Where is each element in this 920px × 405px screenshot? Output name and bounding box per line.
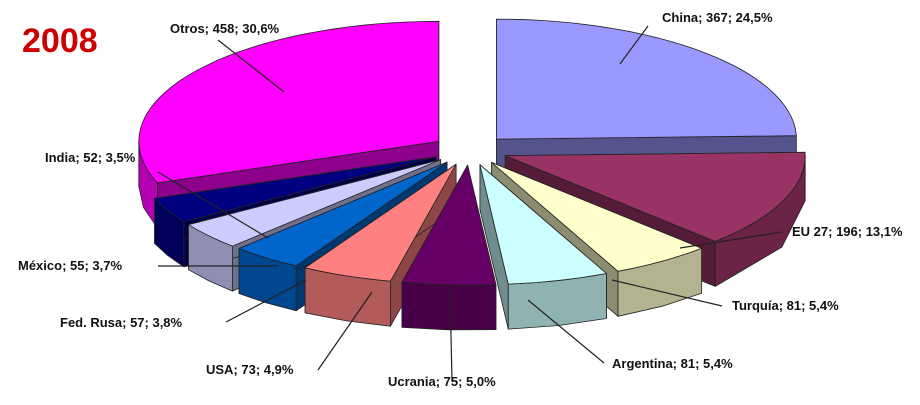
pie-slices [138, 18, 806, 331]
leader-line [619, 25, 649, 65]
chart-title: 2008 [22, 22, 98, 60]
leader-line [225, 279, 307, 323]
leader-line [449, 289, 453, 382]
slice-top-face [188, 159, 442, 247]
data-label-china: China; 367; 24,5% [662, 10, 773, 25]
slice-top-face [479, 164, 607, 285]
slice-top-face [491, 162, 702, 272]
slice-top-face [504, 151, 806, 242]
data-label-turqu-a: Turquía; 81; 5,4% [732, 298, 839, 313]
slice-top-face [238, 161, 448, 267]
slice-outer-wall [401, 281, 497, 331]
leader-line [157, 171, 269, 239]
slice-top-face [401, 164, 497, 286]
slice-top-face [138, 20, 440, 184]
slice-top-face [496, 18, 797, 140]
data-label-otros: Otros; 458; 30,6% [170, 21, 280, 36]
data-label-usa: USA; 73; 4,9% [206, 362, 294, 377]
data-label-eu-27: EU 27; 196; 13,1% [792, 224, 903, 239]
data-label-ucrania: Ucrania; 75; 5,0% [388, 374, 496, 389]
slice-top-face [154, 156, 437, 223]
data-label-m-xico: México; 55; 3,7% [18, 258, 122, 273]
leader-line [611, 279, 723, 307]
leader-line [317, 291, 373, 371]
data-labels: China; 367; 24,5% EU 27; 196; 13,1% Turquí… [18, 10, 903, 389]
pie-slice-argentina [479, 164, 607, 330]
pie-slice-ucrania [401, 164, 497, 331]
data-label-fed-rusa: Fed. Rusa; 57; 3,8% [60, 315, 183, 330]
data-label-argentina: Argentina; 81; 5,4% [612, 356, 733, 371]
data-label-india: India; 52; 3,5% [45, 150, 136, 165]
leader-line [217, 39, 285, 93]
leader-line [679, 231, 783, 249]
slice-top-face [304, 163, 457, 282]
leader-line [527, 299, 605, 364]
